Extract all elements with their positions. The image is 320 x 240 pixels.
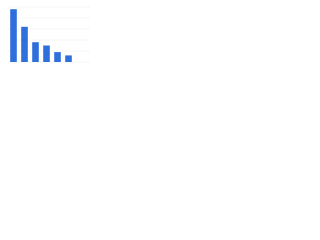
bar xyxy=(43,45,50,62)
chart xyxy=(8,6,90,63)
bar xyxy=(10,9,17,62)
bar xyxy=(54,52,61,62)
page: {"chart_data": {"type": "bar", "categori… xyxy=(0,0,100,71)
bar xyxy=(32,42,39,62)
bar xyxy=(21,26,28,62)
bar xyxy=(65,55,72,62)
